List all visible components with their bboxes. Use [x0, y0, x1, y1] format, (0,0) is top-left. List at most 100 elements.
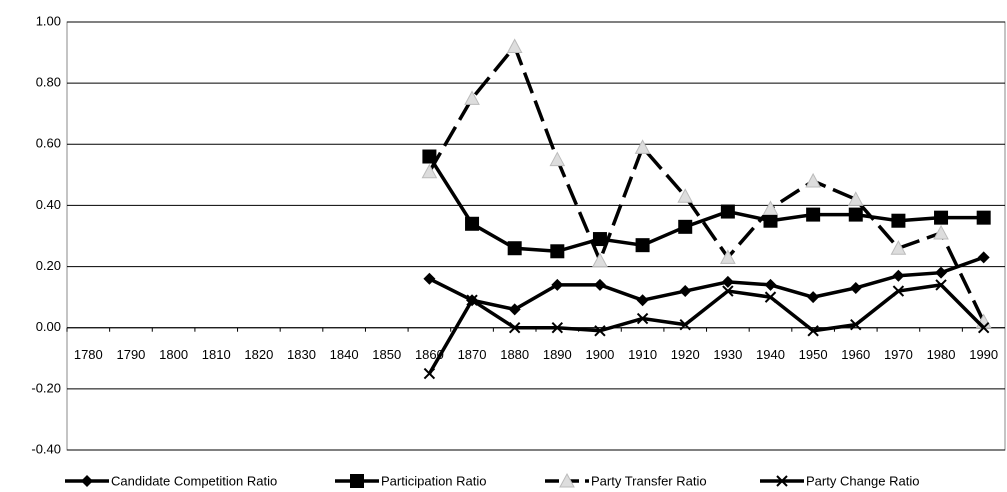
x-tick-label: 1850	[372, 347, 401, 362]
point	[550, 244, 565, 259]
point	[679, 318, 691, 331]
series-line	[428, 255, 985, 312]
y-tick-label: 0.60	[36, 136, 61, 151]
point	[764, 291, 777, 303]
legend-label: Participation Ratio	[381, 473, 487, 488]
legend-item: Candidate Competition Ratio	[65, 473, 277, 488]
point	[890, 240, 907, 255]
point	[721, 275, 734, 288]
x-tick-label: 1840	[330, 347, 359, 362]
point	[720, 249, 736, 264]
point	[850, 318, 862, 331]
x-tick-label: 1900	[585, 347, 614, 362]
point	[634, 139, 651, 154]
series	[423, 279, 990, 380]
point	[807, 291, 820, 304]
point	[677, 188, 694, 203]
series	[422, 149, 991, 259]
point	[549, 151, 566, 167]
legend-item: Party Change Ratio	[760, 473, 919, 488]
x-tick-label: 1960	[841, 347, 870, 362]
point	[551, 278, 564, 291]
x-tick-label: 1790	[116, 347, 145, 362]
x-tick-label: 1820	[244, 347, 273, 362]
point	[933, 224, 949, 240]
x-tick-label: 1830	[287, 347, 316, 362]
y-tick-label: 0.20	[36, 258, 61, 273]
x-tick-label: 1890	[543, 347, 572, 362]
point	[892, 269, 905, 282]
point	[806, 207, 821, 222]
point	[423, 367, 436, 380]
x-tick-label: 1990	[969, 347, 998, 362]
legend-marker	[776, 475, 788, 487]
point	[592, 252, 608, 267]
point	[935, 266, 948, 279]
legend-marker	[350, 474, 364, 488]
point	[976, 210, 991, 225]
point	[636, 294, 649, 307]
x-tick-label: 1780	[74, 347, 103, 362]
point	[934, 210, 949, 225]
point	[764, 278, 777, 291]
point	[762, 200, 779, 215]
point	[807, 325, 819, 337]
y-tick-label: -0.20	[31, 380, 61, 395]
series	[421, 38, 992, 329]
y-tick-label: 0.80	[36, 75, 61, 90]
plot-area	[66, 21, 1006, 451]
series-line	[427, 155, 984, 254]
legend-marker	[81, 475, 93, 487]
point	[594, 325, 606, 337]
point	[465, 216, 480, 231]
point	[507, 241, 522, 256]
legend-label: Party Transfer Ratio	[591, 473, 707, 488]
point	[763, 213, 778, 228]
point	[679, 285, 692, 298]
legend-label: Party Change Ratio	[806, 473, 919, 488]
point	[935, 279, 947, 291]
x-tick-label: 1880	[500, 347, 529, 362]
x-tick-label: 1930	[713, 347, 742, 362]
x-tick-label: 1920	[671, 347, 700, 362]
x-tick-label: 1940	[756, 347, 785, 362]
point	[678, 219, 693, 234]
series-line	[427, 43, 986, 323]
x-tick-label: 1810	[202, 347, 231, 362]
point	[506, 38, 523, 53]
point	[848, 207, 863, 222]
legend-label: Candidate Competition Ratio	[111, 473, 277, 488]
point	[636, 312, 649, 325]
x-tick-label: 1950	[799, 347, 828, 362]
x-tick-label: 1980	[927, 347, 956, 362]
point	[423, 272, 436, 285]
point	[551, 322, 564, 334]
y-tick-label: 0.40	[36, 197, 61, 212]
legend-item: Party Transfer Ratio	[545, 472, 707, 488]
point	[635, 238, 650, 253]
x-tick-label: 1910	[628, 347, 657, 362]
point	[422, 149, 437, 164]
series-line	[427, 283, 985, 375]
legend-item: Participation Ratio	[335, 473, 487, 488]
point	[464, 90, 480, 105]
point	[891, 213, 906, 228]
point	[421, 163, 438, 179]
y-tick-label: -0.40	[31, 441, 61, 456]
x-tick-label: 1870	[458, 347, 487, 362]
point	[593, 278, 606, 291]
point	[977, 322, 990, 334]
point	[722, 285, 734, 297]
point	[847, 191, 864, 206]
point	[805, 172, 821, 188]
legend-marker	[559, 472, 575, 488]
y-tick-label: 0.00	[36, 319, 61, 334]
x-tick-label: 1970	[884, 347, 913, 362]
x-tick-label: 1800	[159, 347, 188, 362]
y-tick-label: 1.00	[36, 13, 61, 28]
point	[892, 285, 905, 297]
point	[592, 232, 607, 247]
point	[466, 294, 478, 306]
point	[508, 322, 521, 334]
